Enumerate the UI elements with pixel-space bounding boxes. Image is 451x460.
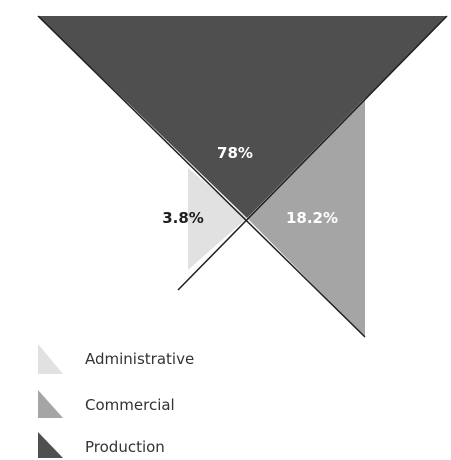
data-label-production: 78% [217, 144, 253, 162]
slice-production [38, 16, 447, 218]
slice-administrative [188, 168, 247, 270]
legend-label-administrative: Administrative [85, 350, 194, 368]
legend-swatch-administrative [38, 344, 63, 374]
legend-item-commercial: Commercial [38, 390, 175, 418]
data-label-administrative: 3.8% [162, 209, 204, 227]
legend-item-production: Production [38, 432, 165, 458]
legend-swatch-commercial [38, 390, 63, 418]
legend-item-administrative: Administrative [38, 344, 194, 374]
legend-label-production: Production [85, 438, 165, 456]
legend-swatch-production [38, 432, 63, 458]
data-label-commercial: 18.2% [286, 209, 338, 227]
legend-label-commercial: Commercial [85, 396, 175, 414]
legend: Administrative Commercial Production [38, 344, 194, 458]
divider-line-1 [37, 15, 366, 338]
slice-commercial [247, 98, 365, 337]
divider-line-2 [177, 15, 448, 291]
